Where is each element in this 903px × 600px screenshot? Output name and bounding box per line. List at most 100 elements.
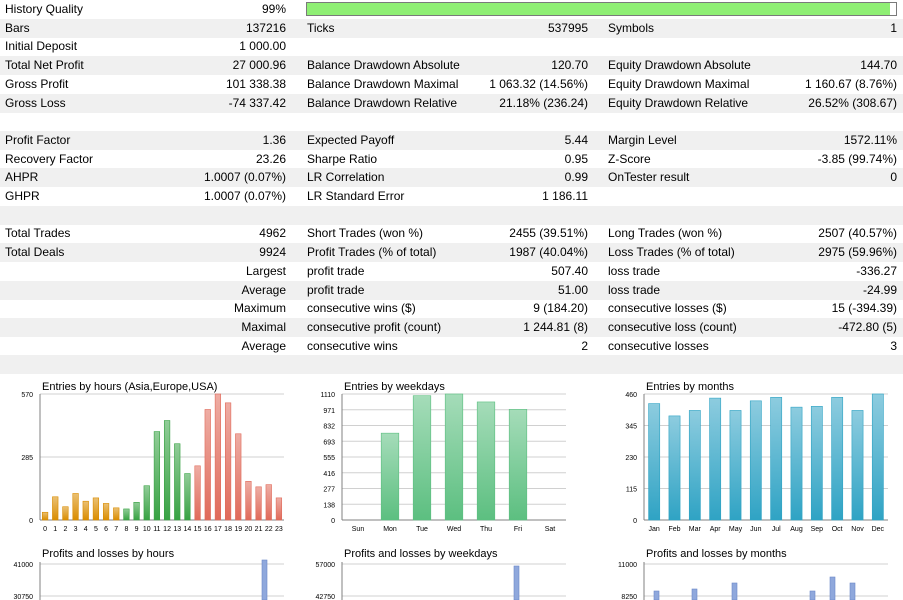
y-tick-label: 8250 (621, 594, 637, 600)
bar (214, 393, 222, 521)
stats-cell-c3: Balance Drawdown Relative (307, 96, 458, 110)
stats-cell-c1: Total Net Profit (5, 58, 84, 72)
stats-cell-c5: Equity Drawdown Maximal (608, 77, 750, 91)
bar (275, 497, 283, 521)
stats-cell-c3: LR Correlation (307, 170, 385, 184)
chart-title: Profits and losses by months (646, 548, 787, 560)
bar (508, 409, 528, 521)
bar (444, 393, 464, 521)
stats-row: Gross Profit 101 338.38 Balance Drawdown M… (0, 75, 903, 94)
stats-cell-c1: Total Trades (5, 226, 71, 240)
bar (82, 500, 89, 521)
y-tick-label: 0 (331, 518, 335, 525)
x-tick-label: 9 (135, 526, 139, 533)
stats-cell-c4: 1987 (40.04%) (509, 245, 588, 259)
stats-cell-c2: -74 337.42 (228, 96, 286, 110)
y-tick-label: 57000 (316, 562, 336, 569)
x-tick-label: 21 (255, 526, 263, 533)
stats-cell-c6: 2507 (40.57%) (818, 226, 897, 240)
stats-cell-c3: LR Standard Error (307, 189, 405, 203)
bar (790, 406, 803, 521)
stats-cell-c4: 2 (581, 339, 588, 353)
x-tick-label: 23 (275, 526, 283, 533)
stats-cell-c4: 5.44 (564, 133, 588, 147)
x-tick-label: 0 (43, 526, 47, 533)
x-tick-label: Fri (514, 526, 523, 533)
stats-cell-c3: consecutive wins (307, 339, 398, 353)
stats-cell-c3: consecutive wins ($) (307, 301, 416, 315)
stats-cell-c5: loss trade (608, 264, 661, 278)
stats-cell-c5: consecutive loss (count) (608, 320, 737, 334)
y-tick-label: 30750 (14, 594, 34, 600)
stats-cell-c2: 27 000.96 (232, 58, 286, 72)
stats-cell-c1: Gross Profit (5, 77, 69, 91)
stats-cell-c1: GHPR (5, 189, 40, 203)
stats-cell-c1: Gross Loss (5, 96, 66, 110)
stats-cell-c6: 26.52% (308.67) (808, 96, 897, 110)
bar (123, 508, 130, 521)
stats-cell-c2: Maximum (233, 301, 286, 315)
y-tick-label: 971 (323, 408, 335, 415)
bar (849, 582, 856, 600)
bar (52, 496, 59, 521)
x-tick-label: 6 (104, 526, 108, 533)
stats-cell-c2: 101 338.38 (225, 77, 286, 91)
stats-cell-c6: -472.80 (5) (838, 320, 897, 334)
stats-cell-c2: 4962 (259, 226, 286, 240)
x-tick-label: Jul (772, 526, 781, 533)
y-tick-label: 460 (625, 392, 637, 399)
y-tick-label: 1110 (320, 392, 335, 399)
x-tick-label: Sun (352, 526, 365, 533)
bar (653, 590, 660, 600)
x-tick-label: Jan (649, 526, 660, 533)
stats-row: Maximum consecutive wins ($) 9 (184.20) con… (0, 299, 903, 318)
stats-row: Profit Factor 1.36 Expected Payoff 5.44 Marg… (0, 131, 903, 150)
history-quality-bar-fill (307, 3, 891, 15)
bar (113, 507, 120, 521)
x-tick-label: 4 (84, 526, 88, 533)
stats-cell-c2: Maximal (241, 320, 286, 334)
bar (265, 484, 272, 521)
x-tick-label: Dec (872, 526, 885, 533)
x-tick-label: Wed (447, 526, 461, 533)
y-tick-label: 115 (626, 487, 637, 494)
stats-cell-c5: Long Trades (won %) (608, 226, 723, 240)
stats-row (0, 112, 903, 131)
bar (770, 396, 783, 521)
bar (871, 393, 884, 521)
bar (224, 402, 232, 521)
stats-row: Gross Loss -74 337.42 Balance Drawdown Rel… (0, 94, 903, 113)
y-tick-label: 570 (21, 392, 33, 399)
stats-cell-c3: Expected Payoff (307, 133, 395, 147)
x-tick-label: May (729, 526, 743, 533)
x-tick-label: Mar (689, 526, 702, 533)
bar (174, 443, 181, 521)
bar (729, 410, 742, 521)
x-tick-label: Thu (480, 526, 492, 533)
bar (184, 473, 191, 521)
x-tick-label: 14 (184, 526, 192, 533)
chart-title: Profits and losses by hours (42, 548, 175, 560)
y-tick-label: 416 (323, 471, 335, 478)
stats-row: Bars 137216 Ticks 537995 Symbols 1 (0, 19, 903, 38)
bar (235, 433, 242, 521)
bar (204, 409, 211, 521)
stats-row: Largest profit trade 507.40 loss trade -336.… (0, 262, 903, 281)
y-tick-label: 138 (323, 502, 335, 509)
stats-cell-c6: 144.70 (860, 58, 897, 72)
bar (731, 582, 738, 600)
chart-title: Entries by weekdays (344, 381, 445, 393)
x-tick-label: Nov (851, 526, 864, 533)
stats-cell-c2: 1.36 (262, 133, 286, 147)
x-tick-label: Sep (811, 526, 824, 533)
stats-cell-c1: Recovery Factor (5, 152, 94, 166)
y-tick-label: 285 (21, 455, 33, 462)
stats-cell-c1: AHPR (5, 170, 39, 184)
stats-cell-c2: Average (241, 283, 286, 297)
bar (72, 493, 79, 521)
stats-cell-c6 (0, 114, 897, 129)
stats-cell-c6: 1572.11% (843, 133, 897, 147)
y-tick-label: 832 (323, 424, 335, 431)
bar (41, 511, 49, 521)
stats-row: Maximal consecutive profit (count) 1 244.8… (0, 318, 903, 337)
